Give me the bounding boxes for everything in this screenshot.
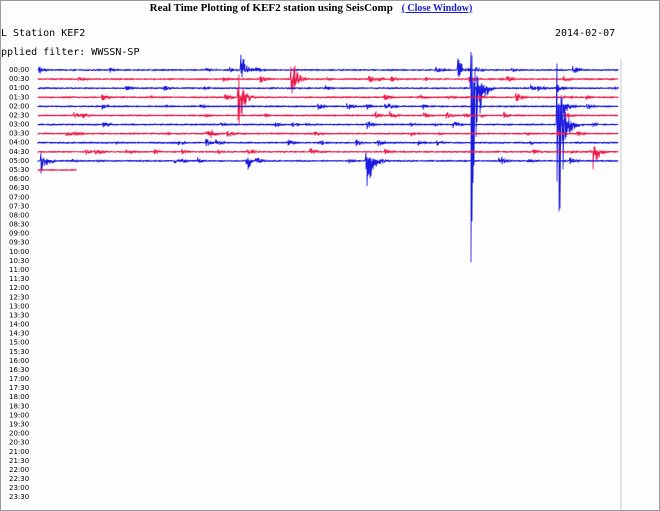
time-label: 12:30 [9,293,29,301]
time-label: 20:30 [9,439,29,447]
time-label: 14:00 [9,321,29,329]
time-label: 21:00 [9,448,29,456]
trace [37,51,619,263]
time-label: 06:30 [9,184,29,192]
time-label: 02:30 [9,111,29,119]
time-label: 00:30 [9,75,29,83]
time-label: 15:00 [9,339,29,347]
time-label: 18:00 [9,393,29,401]
time-label: 22:00 [9,466,29,474]
time-label: 15:30 [9,348,29,356]
time-label: 21:30 [9,457,29,465]
trace [37,138,619,147]
time-label: 12:00 [9,284,29,292]
trace [37,110,619,119]
trace [37,103,619,117]
close-window-link[interactable]: ( Close Window) [401,3,473,14]
time-label: 09:00 [9,230,29,238]
title-bar: Real Time Plotting of KEF2 station using… [1,2,621,14]
time-label: 08:00 [9,211,29,219]
date-label: 2014-02-07 [555,28,616,39]
trace [37,74,619,126]
time-label: 17:00 [9,375,29,383]
time-label: 07:30 [9,202,29,210]
trace [37,65,619,94]
trace [37,54,619,78]
time-label: 13:00 [9,302,29,310]
time-label: 01:30 [9,93,29,101]
time-label: 04:30 [9,148,29,156]
trace [37,152,619,187]
time-label: 09:30 [9,239,29,247]
filter-label: pplied filter: WWSSN-SP [1,47,140,58]
time-label: 10:30 [9,257,29,265]
time-label: 02:00 [9,102,29,110]
trace [37,168,77,172]
time-label: 01:00 [9,84,29,92]
time-label: 03:00 [9,121,29,129]
time-label: 05:30 [9,166,29,174]
time-label: 13:30 [9,311,29,319]
time-label: 18:30 [9,402,29,410]
time-label: 04:00 [9,139,29,147]
time-label: 06:00 [9,175,29,183]
time-label: 11:30 [9,275,29,283]
time-label: 20:00 [9,430,29,438]
time-label: 23:00 [9,484,29,492]
time-label: 22:30 [9,475,29,483]
time-label: 07:00 [9,193,29,201]
time-label: 19:30 [9,421,29,429]
time-label: 23:30 [9,493,29,501]
time-label: 03:30 [9,130,29,138]
time-label: 10:00 [9,248,29,256]
station-label: L Station KEF2 [1,28,86,39]
time-label: 00:00 [9,66,29,74]
time-label: 16:30 [9,366,29,374]
time-label: 08:30 [9,221,29,229]
time-label: 16:00 [9,357,29,365]
trace [37,129,619,139]
trace [37,63,619,212]
page-title: Real Time Plotting of KEF2 station using… [149,2,393,14]
time-label: 14:30 [9,330,29,338]
time-label: 11:00 [9,266,29,274]
trace [37,146,619,170]
time-label: 05:00 [9,157,29,165]
time-label: 19:00 [9,411,29,419]
time-label: 17:30 [9,384,29,392]
